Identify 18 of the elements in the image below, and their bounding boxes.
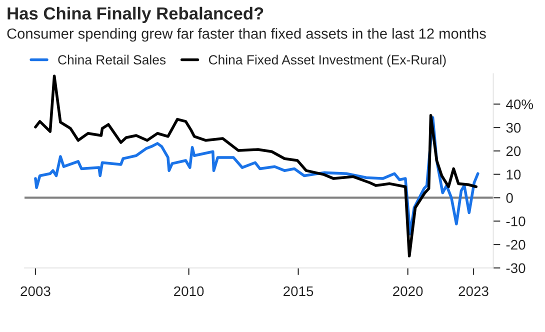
y-tick-label: 10 xyxy=(506,170,521,180)
y-tick-label: 30 xyxy=(506,122,521,133)
x-tick-label: 2003 xyxy=(20,286,50,296)
line-series xyxy=(34,74,478,258)
chart-title: Has China Finally Rebalanced? xyxy=(8,6,264,24)
y-tick-label: -20 xyxy=(506,240,526,250)
x-tick-label: 2020 xyxy=(393,286,423,296)
y-tick-label: 20 xyxy=(506,146,521,156)
x-tick-label: 2010 xyxy=(174,286,204,296)
y-tick-label: -10 xyxy=(506,216,526,226)
chart-subtitle: Consumer spending grew far faster than fixed assets in the last 12 months xyxy=(7,28,486,42)
legend-label: China Retail Sales xyxy=(58,54,166,64)
y-tick-label: -30 xyxy=(506,263,526,274)
legend-label: China Fixed Asset Investment (Ex-Rural) xyxy=(208,54,446,68)
y-tick-label: 0 xyxy=(506,193,513,203)
y-tick-label: 40% xyxy=(506,99,534,110)
x-tick-label: 2023 xyxy=(458,286,488,296)
x-tick-label: 2015 xyxy=(284,286,314,296)
